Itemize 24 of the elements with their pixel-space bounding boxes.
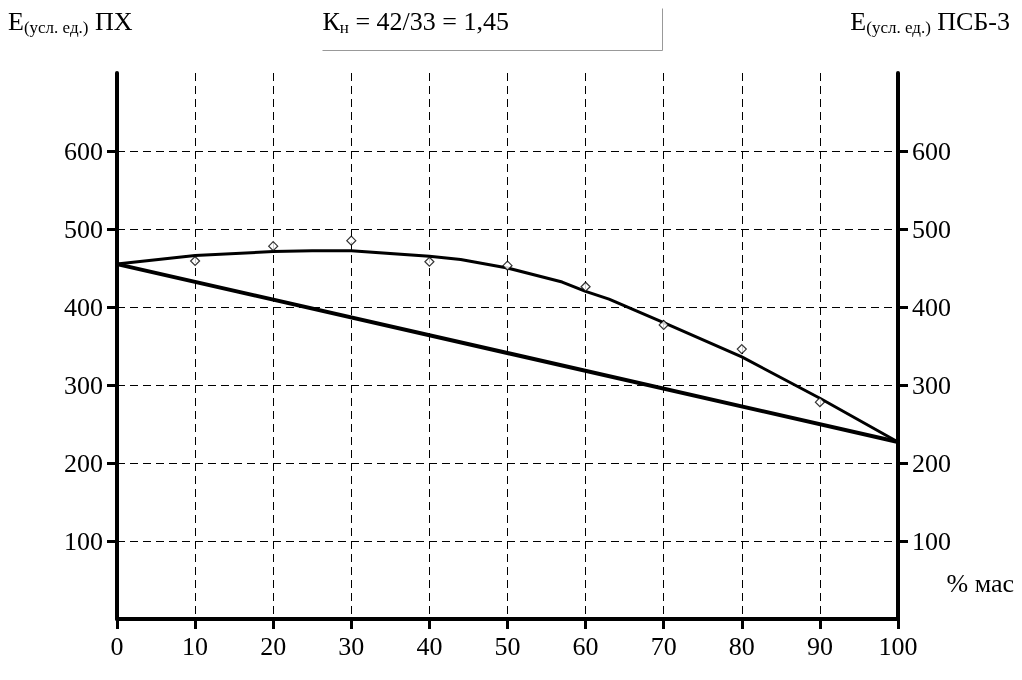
- x-tick-label: 60: [572, 631, 599, 661]
- y-tick-label: 600: [64, 136, 103, 166]
- x-tick-label: 10: [182, 631, 209, 661]
- y2-tick-label: 100: [912, 526, 951, 556]
- x-tick-label: 20: [260, 631, 287, 661]
- y2-tick-label: 200: [912, 448, 951, 478]
- y-tick-label: 200: [64, 448, 103, 478]
- x-tick-label: 90: [806, 631, 833, 661]
- x-tick-label: 0: [110, 631, 124, 661]
- x-tick-label: 70: [650, 631, 677, 661]
- y2-tick-label: 500: [912, 214, 951, 244]
- y2-tick-label: 300: [912, 370, 951, 400]
- y-tick-label: 300: [64, 370, 103, 400]
- y-tick-label: 400: [64, 292, 103, 322]
- x-tick-label: 40: [416, 631, 443, 661]
- y-tick-label: 500: [64, 214, 103, 244]
- y-tick-label: 100: [64, 526, 103, 556]
- x-tick-label: 50: [494, 631, 521, 661]
- x-axis-title: % мас: [946, 568, 1014, 598]
- x-tick-label: 100: [878, 631, 918, 661]
- x-tick-label: 80: [728, 631, 755, 661]
- y2-tick-label: 400: [912, 292, 951, 322]
- y2-tick-label: 600: [912, 136, 951, 166]
- x-tick-label: 30: [338, 631, 365, 661]
